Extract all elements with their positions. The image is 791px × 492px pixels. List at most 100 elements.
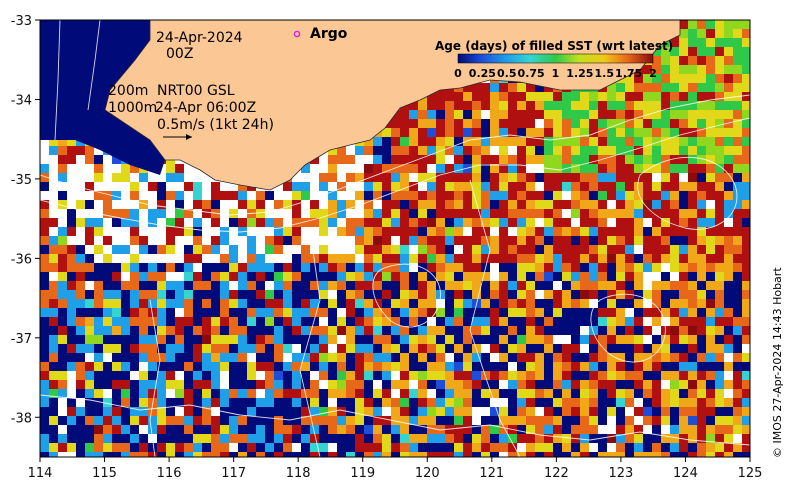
sst-age-pixel [355,380,364,389]
sst-age-pixel [742,425,750,434]
sst-age-pixel [724,38,733,47]
sst-age-pixel [481,254,490,263]
sst-age-pixel [382,326,391,335]
sst-age-pixel [679,65,688,74]
sst-age-pixel [643,65,652,74]
sst-age-pixel [319,173,328,182]
sst-age-pixel [229,236,238,245]
sst-age-pixel [598,218,607,227]
sst-age-pixel [661,380,670,389]
sst-age-pixel [436,119,445,128]
sst-age-pixel [139,344,148,353]
sst-age-pixel [706,155,715,164]
sst-age-pixel [661,182,670,191]
sst-age-pixel [274,344,283,353]
sst-age-pixel [283,398,292,407]
sst-age-pixel [175,173,184,182]
sst-age-pixel [409,380,418,389]
sst-age-pixel [130,308,139,317]
sst-age-pixel [328,299,337,308]
sst-age-pixel [355,155,364,164]
sst-age-pixel [553,434,562,443]
sst-age-pixel [211,218,220,227]
sst-age-pixel [85,209,94,218]
sst-age-pixel [508,353,517,362]
sst-age-pixel [364,173,373,182]
x-axis: 114 115 116 117 118 119 120 121 122 123 124 125 [28,457,762,481]
sst-age-pixel [724,209,733,218]
sst-age-pixel [346,182,355,191]
sst-age-pixel [463,245,472,254]
sst-age-pixel [580,164,589,173]
sst-age-pixel [400,407,409,416]
sst-age-pixel [580,101,589,110]
sst-age-pixel [472,407,481,416]
sst-age-pixel [607,128,616,137]
colorbar-tick-label: 0.75 [518,67,545,80]
sst-age-pixel [679,227,688,236]
sst-age-pixel [238,218,247,227]
sst-age-pixel [175,452,184,457]
sst-age-pixel [328,353,337,362]
sst-age-pixel [463,443,472,452]
sst-age-pixel [130,245,139,254]
sst-age-pixel [94,254,103,263]
sst-age-pixel [436,164,445,173]
sst-age-pixel [247,398,256,407]
sst-age-pixel [652,326,661,335]
sst-age-pixel [724,398,733,407]
sst-age-pixel [652,299,661,308]
sst-age-pixel [265,416,274,425]
sst-age-pixel [76,353,85,362]
sst-age-pixel [445,110,454,119]
sst-age-pixel [508,362,517,371]
sst-age-pixel [670,74,679,83]
sst-age-pixel [319,245,328,254]
sst-age-pixel [544,263,553,272]
sst-age-pixel [58,191,67,200]
sst-age-pixel [328,254,337,263]
sst-age-pixel [706,371,715,380]
y-tick-label: -36 [11,252,32,267]
sst-age-pixel [211,182,220,191]
sst-age-pixel [166,173,175,182]
sst-age-pixel [94,317,103,326]
sst-age-pixel [544,92,553,101]
sst-age-pixel [715,137,724,146]
sst-age-pixel [733,353,742,362]
sst-age-pixel [526,272,535,281]
sst-age-pixel [211,371,220,380]
sst-age-pixel [724,317,733,326]
sst-age-pixel [67,236,76,245]
sst-age-pixel [643,326,652,335]
sst-age-pixel [697,245,706,254]
sst-age-pixel [391,317,400,326]
sst-age-pixel [139,317,148,326]
sst-age-pixel [679,119,688,128]
sst-age-pixel [49,380,58,389]
sst-age-pixel [553,245,562,254]
sst-age-pixel [310,164,319,173]
sst-age-pixel [346,173,355,182]
sst-age-pixel [697,425,706,434]
sst-age-pixel [193,362,202,371]
sst-age-pixel [499,119,508,128]
sst-age-pixel [607,380,616,389]
sst-age-pixel [463,425,472,434]
sst-age-pixel [607,272,616,281]
sst-age-pixel [112,425,121,434]
sst-age-pixel [526,362,535,371]
sst-age-pixel [607,101,616,110]
sst-age-pixel [337,218,346,227]
sst-age-pixel [175,398,184,407]
sst-age-pixel [382,236,391,245]
sst-age-pixel [220,218,229,227]
sst-age-pixel [292,308,301,317]
sst-age-pixel [715,263,724,272]
sst-age-pixel [427,326,436,335]
sst-age-pixel [319,218,328,227]
sst-age-pixel [544,173,553,182]
sst-age-pixel [598,281,607,290]
sst-age-pixel [427,380,436,389]
sst-age-pixel [382,137,391,146]
